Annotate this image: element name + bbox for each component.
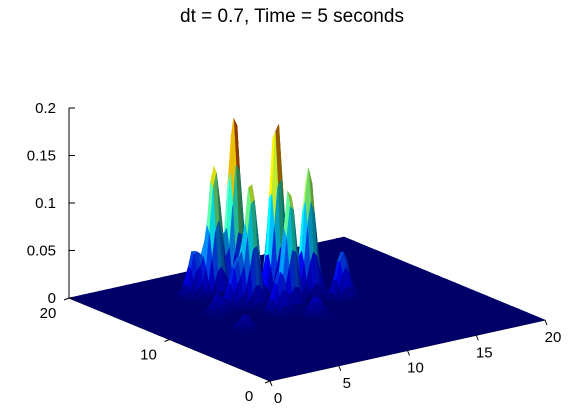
surface-mesh bbox=[68, 117, 546, 382]
chart-title: dt = 0.7, Time = 5 seconds bbox=[180, 6, 404, 27]
